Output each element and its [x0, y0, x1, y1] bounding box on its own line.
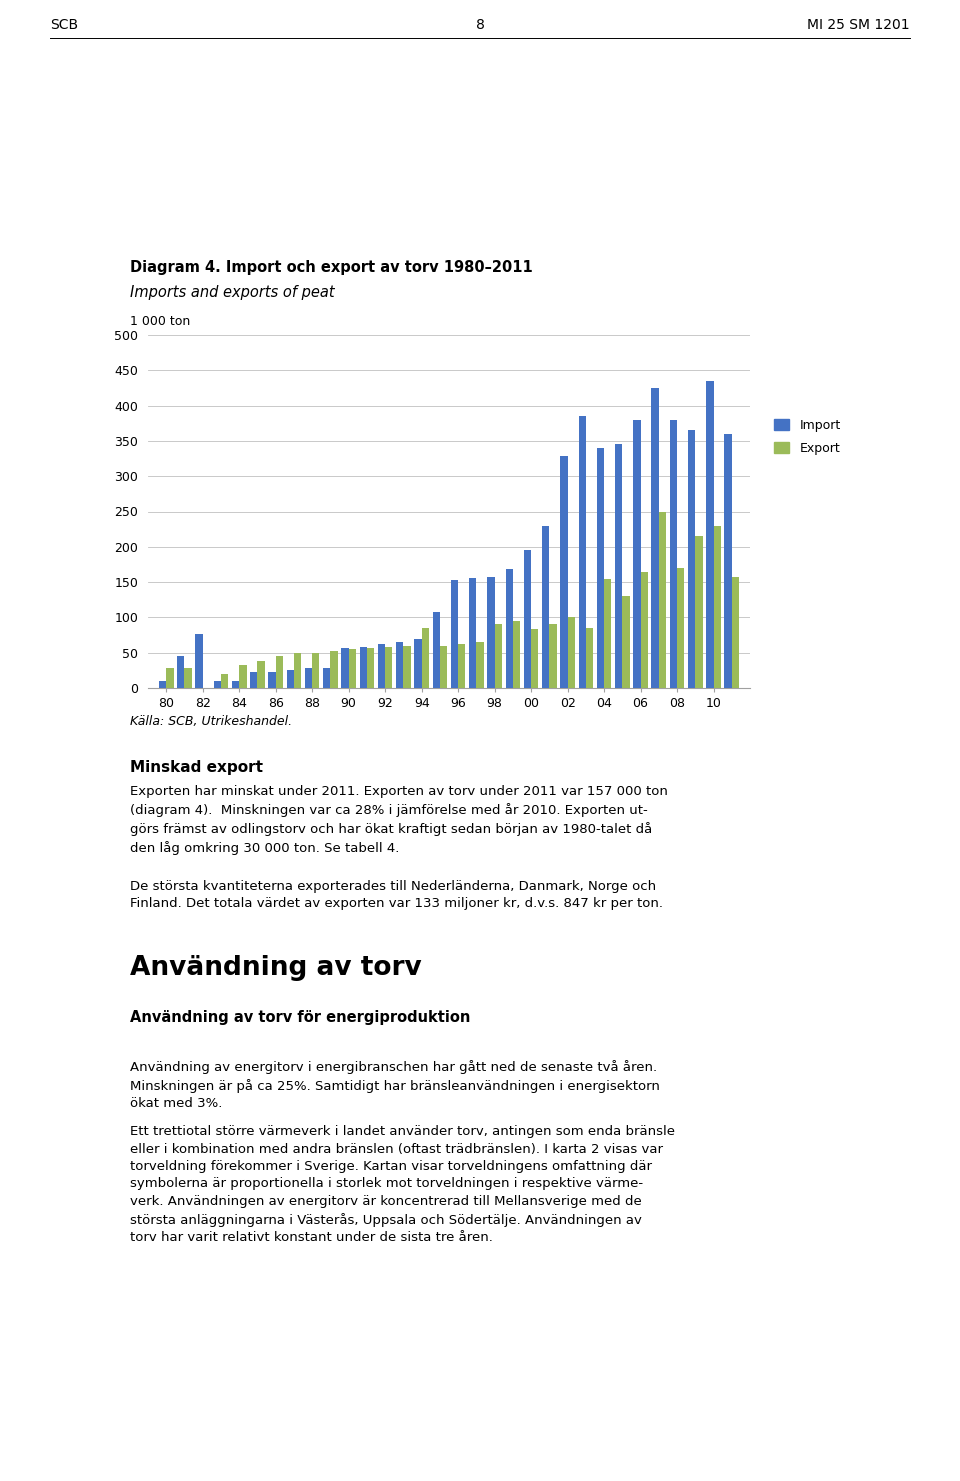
Text: Användning av energitorv i energibranschen har gått ned de senaste två åren.
Min: Användning av energitorv i energibransch…: [130, 1060, 660, 1111]
Bar: [294, 653, 301, 689]
Bar: [513, 621, 520, 689]
Bar: [732, 578, 739, 689]
Text: SCB: SCB: [50, 18, 78, 33]
Bar: [166, 668, 174, 689]
Bar: [415, 638, 421, 689]
Bar: [634, 419, 640, 689]
Bar: [677, 569, 684, 689]
Bar: [440, 646, 447, 689]
Bar: [561, 456, 567, 689]
Bar: [276, 656, 283, 689]
Bar: [506, 569, 513, 689]
Bar: [659, 511, 666, 689]
Bar: [378, 644, 385, 689]
Bar: [469, 578, 476, 689]
Bar: [524, 551, 531, 689]
Text: Minskad export: Minskad export: [130, 760, 263, 775]
Bar: [615, 444, 622, 689]
Bar: [239, 665, 247, 689]
Bar: [159, 681, 166, 689]
Bar: [695, 536, 703, 689]
Bar: [542, 526, 549, 689]
Bar: [232, 681, 239, 689]
Bar: [342, 647, 348, 689]
Bar: [531, 629, 539, 689]
Bar: [196, 634, 203, 689]
Bar: [622, 597, 630, 689]
Bar: [451, 581, 458, 689]
Text: Diagram 4. Import och export av torv 1980–2011: Diagram 4. Import och export av torv 198…: [130, 261, 533, 275]
Bar: [494, 625, 502, 689]
Bar: [312, 653, 320, 689]
Bar: [184, 668, 192, 689]
Bar: [403, 646, 411, 689]
Bar: [421, 628, 429, 689]
Bar: [707, 381, 713, 689]
Bar: [549, 625, 557, 689]
Bar: [688, 431, 695, 689]
Text: 1 000 ton: 1 000 ton: [130, 315, 190, 327]
Bar: [269, 672, 276, 689]
Bar: [385, 647, 393, 689]
Bar: [652, 388, 659, 689]
Bar: [586, 628, 593, 689]
Bar: [713, 526, 721, 689]
Bar: [476, 643, 484, 689]
Bar: [725, 434, 732, 689]
Bar: [305, 668, 312, 689]
Bar: [670, 419, 677, 689]
Bar: [221, 674, 228, 689]
Text: Användning av torv för energiproduktion: Användning av torv för energiproduktion: [130, 1010, 470, 1025]
Bar: [178, 656, 184, 689]
Bar: [433, 612, 440, 689]
Text: Ett trettiotal större värmeverk i landet använder torv, antingen som enda bränsl: Ett trettiotal större värmeverk i landet…: [130, 1126, 675, 1244]
Text: Användning av torv: Användning av torv: [130, 955, 421, 980]
Legend: Import, Export: Import, Export: [775, 419, 841, 455]
Bar: [251, 672, 257, 689]
Bar: [330, 650, 338, 689]
Text: De största kvantiteterna exporterades till Nederländerna, Danmark, Norge och
Fin: De största kvantiteterna exporterades ti…: [130, 880, 663, 911]
Text: 8: 8: [475, 18, 485, 33]
Bar: [640, 572, 648, 689]
Bar: [348, 649, 356, 689]
Bar: [257, 661, 265, 689]
Bar: [287, 671, 294, 689]
Bar: [396, 643, 403, 689]
Bar: [597, 447, 604, 689]
Text: Källa: SCB, Utrikeshandel.: Källa: SCB, Utrikeshandel.: [130, 715, 292, 729]
Bar: [367, 647, 374, 689]
Text: MI 25 SM 1201: MI 25 SM 1201: [807, 18, 910, 33]
Bar: [604, 579, 612, 689]
Text: Exporten har minskat under 2011. Exporten av torv under 2011 var 157 000 ton
(di: Exporten har minskat under 2011. Exporte…: [130, 785, 668, 855]
Bar: [360, 647, 367, 689]
Text: Imports and exports of peat: Imports and exports of peat: [130, 284, 335, 301]
Bar: [458, 644, 466, 689]
Bar: [214, 681, 221, 689]
Bar: [488, 578, 494, 689]
Bar: [579, 416, 586, 689]
Bar: [324, 668, 330, 689]
Bar: [567, 618, 575, 689]
